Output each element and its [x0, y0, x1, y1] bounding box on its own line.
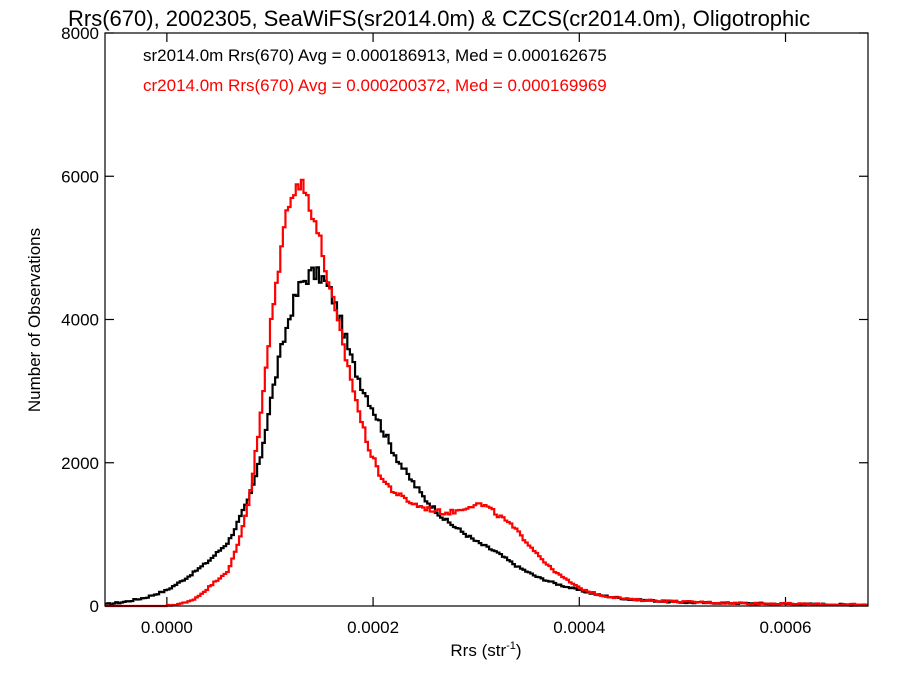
- legend-entry-sr2014: sr2014.0m Rrs(670) Avg = 0.000186913, Me…: [143, 46, 607, 65]
- chart-title: Rrs(670), 2002305, SeaWiFS(sr2014.0m) & …: [68, 6, 810, 31]
- plot-frame: [104, 32, 869, 607]
- x-axis: 0.0000 0.0002 0.0004 0.0006: [141, 33, 812, 637]
- y-tick-label: 6000: [61, 167, 99, 186]
- plot-area: [105, 178, 868, 608]
- y-tick-label: 8000: [61, 24, 99, 43]
- x-axis-label-main: Rrs (str: [450, 641, 506, 660]
- y-axis-label: Number of Observations: [25, 228, 44, 412]
- x-axis-label-superscript: -1: [506, 640, 516, 652]
- y-tick-label: 4000: [61, 311, 99, 330]
- y-axis: 0 2000 4000 6000 8000: [61, 24, 868, 616]
- x-tick-label: 0.0000: [141, 618, 193, 637]
- x-axis-label: Rrs (str-1): [450, 640, 521, 660]
- x-tick-label: 0.0004: [553, 618, 605, 637]
- y-tick-label: 0: [90, 597, 99, 616]
- legend-entry-cr2014: cr2014.0m Rrs(670) Avg = 0.000200372, Me…: [143, 76, 607, 95]
- x-axis-label-close: ): [516, 641, 522, 660]
- series-line-sr2014: [105, 266, 868, 607]
- x-tick-label: 0.0006: [760, 618, 812, 637]
- y-tick-label: 2000: [61, 454, 99, 473]
- x-tick-label: 0.0002: [347, 618, 399, 637]
- series-line-cr2014: [105, 178, 868, 608]
